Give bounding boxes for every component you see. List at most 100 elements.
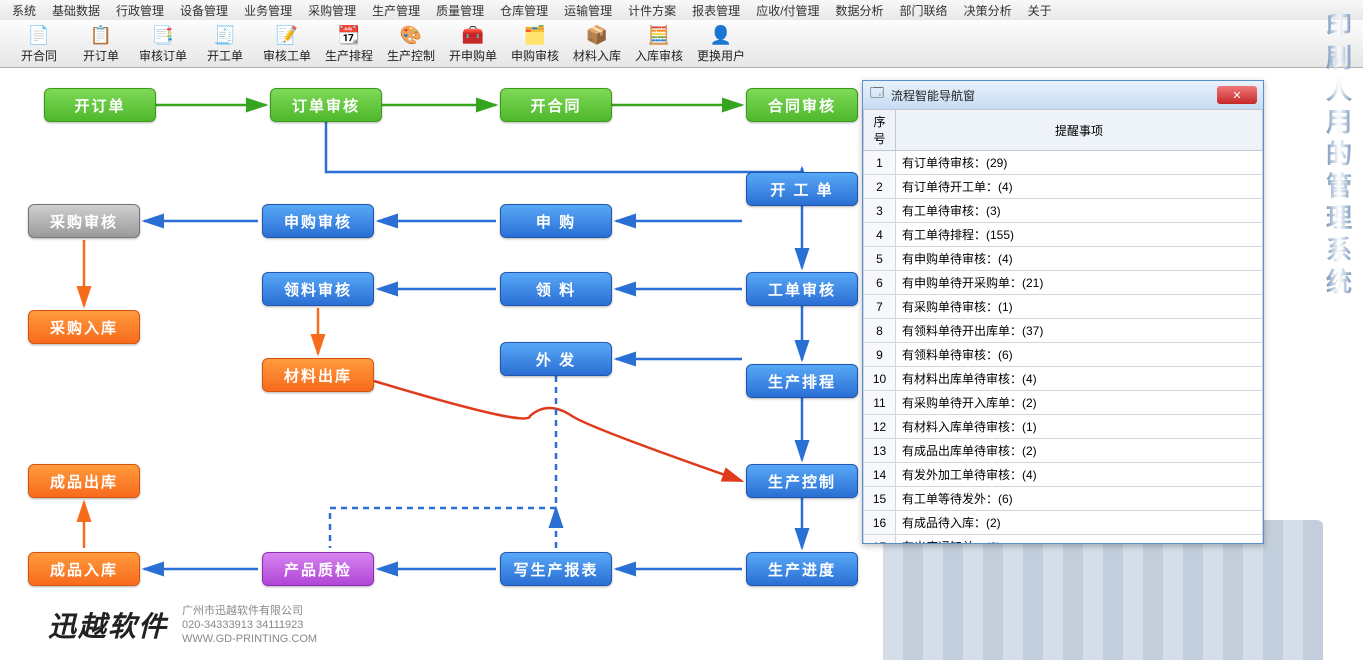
toolbar-label: 生产控制 xyxy=(387,47,435,64)
toolbar-label: 更换用户 xyxy=(697,47,745,64)
toolbar-label: 开申购单 xyxy=(449,47,497,64)
row-index: 10 xyxy=(864,367,896,391)
reminder-row[interactable]: 8有领料单待开出库单：(37) xyxy=(864,319,1263,343)
menu-决策分析[interactable]: 决策分析 xyxy=(956,2,1020,19)
popup-title-text: 流程智能导航窗 xyxy=(891,87,975,104)
reminder-row[interactable]: 9有领料单待审核：(6) xyxy=(864,343,1263,367)
toolbar-申购审核[interactable]: 🗂️申购审核 xyxy=(504,23,566,64)
reminder-row[interactable]: 3有工单待审核：(3) xyxy=(864,199,1263,223)
reminder-row[interactable]: 11有采购单待开入库单：(2) xyxy=(864,391,1263,415)
node-n8[interactable]: 申 购 xyxy=(500,204,612,238)
toolbar-生产排程[interactable]: 📆生产排程 xyxy=(318,23,380,64)
node-n10[interactable]: 领料审核 xyxy=(262,272,374,306)
reminder-row[interactable]: 17有出库通知单：(8) xyxy=(864,535,1263,544)
menu-仓库管理[interactable]: 仓库管理 xyxy=(492,2,556,19)
col-index: 序号 xyxy=(864,110,896,151)
reminder-row[interactable]: 7有采购单待审核：(1) xyxy=(864,295,1263,319)
row-text: 有出库通知单：(8) xyxy=(896,535,1263,544)
main-toolbar: 📄开合同📋开订单📑审核订单🧾开工单📝审核工单📆生产排程🎨生产控制🧰开申购单🗂️申… xyxy=(0,20,1363,68)
row-text: 有领料单待开出库单：(37) xyxy=(896,319,1263,343)
menu-报表管理[interactable]: 报表管理 xyxy=(684,2,748,19)
reminder-row[interactable]: 6有申购单待开采购单：(21) xyxy=(864,271,1263,295)
toolbar-生产控制[interactable]: 🎨生产控制 xyxy=(380,23,442,64)
menu-采购管理[interactable]: 采购管理 xyxy=(300,2,364,19)
reminder-row[interactable]: 13有成品出库单待审核：(2) xyxy=(864,439,1263,463)
node-n14[interactable]: 外 发 xyxy=(500,342,612,376)
toolbar-开合同[interactable]: 📄开合同 xyxy=(8,23,70,64)
menu-业务管理[interactable]: 业务管理 xyxy=(236,2,300,19)
node-n21[interactable]: 生产进度 xyxy=(746,552,858,586)
node-n13[interactable]: 材料出库 xyxy=(262,358,374,392)
node-n17[interactable]: 生产控制 xyxy=(746,464,858,498)
menu-数据分析[interactable]: 数据分析 xyxy=(828,2,892,19)
company-phone: 020-34333913 34111923 xyxy=(182,618,317,632)
node-n3[interactable]: 开合同 xyxy=(500,88,612,122)
menu-基础数据[interactable]: 基础数据 xyxy=(44,2,108,19)
reminder-row[interactable]: 10有材料出库单待审核：(4) xyxy=(864,367,1263,391)
row-index: 11 xyxy=(864,391,896,415)
menu-行政管理[interactable]: 行政管理 xyxy=(108,2,172,19)
menu-生产管理[interactable]: 生产管理 xyxy=(364,2,428,19)
menu-质量管理[interactable]: 质量管理 xyxy=(428,2,492,19)
toolbar-label: 审核订单 xyxy=(139,47,187,64)
toolbar-label: 申购审核 xyxy=(511,47,559,64)
node-n19[interactable]: 产品质检 xyxy=(262,552,374,586)
row-index: 1 xyxy=(864,151,896,175)
menu-bar: 系统基础数据行政管理设备管理业务管理采购管理生产管理质量管理仓库管理运输管理计件… xyxy=(0,0,1363,20)
reminder-row[interactable]: 12有材料入库单待审核：(1) xyxy=(864,415,1263,439)
close-icon[interactable]: ✕ xyxy=(1217,86,1257,104)
toolbar-审核工单[interactable]: 📝审核工单 xyxy=(256,23,318,64)
开申购单-icon: 🧰 xyxy=(461,23,485,47)
menu-设备管理[interactable]: 设备管理 xyxy=(172,2,236,19)
row-index: 16 xyxy=(864,511,896,535)
menu-关于[interactable]: 关于 xyxy=(1020,2,1060,19)
footer-logo: 迅越软件 广州市迅越软件有限公司 020-34333913 34111923 W… xyxy=(48,604,317,646)
node-n5[interactable]: 开 工 单 xyxy=(746,172,858,206)
reminder-row[interactable]: 1有订单待审核：(29) xyxy=(864,151,1263,175)
reminder-row[interactable]: 16有成品待入库：(2) xyxy=(864,511,1263,535)
row-text: 有采购单待开入库单：(2) xyxy=(896,391,1263,415)
node-n16[interactable]: 成品出库 xyxy=(28,464,140,498)
reminder-row[interactable]: 14有发外加工单待审核：(4) xyxy=(864,463,1263,487)
reminder-row[interactable]: 4有工单待排程：(155) xyxy=(864,223,1263,247)
row-text: 有工单待审核：(3) xyxy=(896,199,1263,223)
row-index: 2 xyxy=(864,175,896,199)
toolbar-更换用户[interactable]: 👤更换用户 xyxy=(690,23,752,64)
node-n20[interactable]: 写生产报表 xyxy=(500,552,612,586)
row-text: 有发外加工单待审核：(4) xyxy=(896,463,1263,487)
row-index: 12 xyxy=(864,415,896,439)
toolbar-label: 开工单 xyxy=(207,47,243,64)
menu-运输管理[interactable]: 运输管理 xyxy=(556,2,620,19)
node-n11[interactable]: 领 料 xyxy=(500,272,612,306)
company-name: 广州市迅越软件有限公司 xyxy=(182,604,317,618)
node-n15[interactable]: 生产排程 xyxy=(746,364,858,398)
材料入库-icon: 📦 xyxy=(585,23,609,47)
toolbar-开工单[interactable]: 🧾开工单 xyxy=(194,23,256,64)
node-n9[interactable]: 采购入库 xyxy=(28,310,140,344)
node-n4[interactable]: 合同审核 xyxy=(746,88,858,122)
reminder-popup: 🗔 流程智能导航窗 ✕ 序号 提醒事项 1有订单待审核：(29)2有订单待开工单… xyxy=(862,80,1264,544)
更换用户-icon: 👤 xyxy=(709,23,733,47)
toolbar-材料入库[interactable]: 📦材料入库 xyxy=(566,23,628,64)
toolbar-入库审核[interactable]: 🧮入库审核 xyxy=(628,23,690,64)
生产排程-icon: 📆 xyxy=(337,23,361,47)
row-index: 8 xyxy=(864,319,896,343)
menu-系统[interactable]: 系统 xyxy=(4,2,44,19)
node-n7[interactable]: 申购审核 xyxy=(262,204,374,238)
reminder-row[interactable]: 2有订单待开工单：(4) xyxy=(864,175,1263,199)
row-text: 有成品待入库：(2) xyxy=(896,511,1263,535)
reminder-row[interactable]: 15有工单等待发外：(6) xyxy=(864,487,1263,511)
node-n1[interactable]: 开订单 xyxy=(44,88,156,122)
toolbar-开订单[interactable]: 📋开订单 xyxy=(70,23,132,64)
node-n2[interactable]: 订单审核 xyxy=(270,88,382,122)
node-n6[interactable]: 采购审核 xyxy=(28,204,140,238)
menu-应收/付管理[interactable]: 应收/付管理 xyxy=(748,2,827,19)
menu-计件方案[interactable]: 计件方案 xyxy=(620,2,684,19)
toolbar-开申购单[interactable]: 🧰开申购单 xyxy=(442,23,504,64)
node-n12[interactable]: 工单审核 xyxy=(746,272,858,306)
reminder-row[interactable]: 5有申购单待审核：(4) xyxy=(864,247,1263,271)
popup-titlebar[interactable]: 🗔 流程智能导航窗 ✕ xyxy=(863,81,1263,109)
node-n18[interactable]: 成品入库 xyxy=(28,552,140,586)
menu-部门联络[interactable]: 部门联络 xyxy=(892,2,956,19)
toolbar-审核订单[interactable]: 📑审核订单 xyxy=(132,23,194,64)
